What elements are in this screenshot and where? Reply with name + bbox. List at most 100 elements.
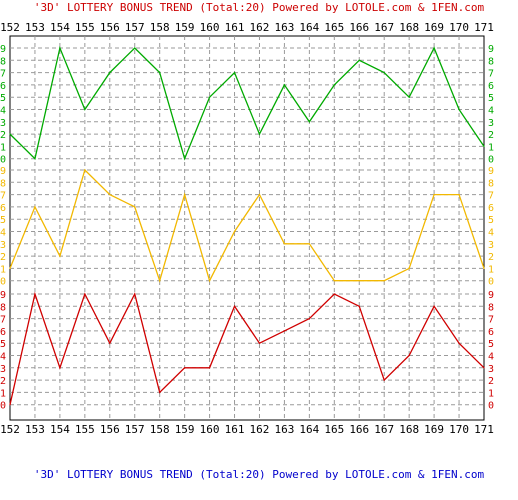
x-tick-label-bottom: 161 <box>225 423 245 436</box>
data-point-green <box>283 84 286 86</box>
data-point-red <box>308 318 310 320</box>
data-point-green <box>483 145 485 147</box>
data-point-green <box>109 72 111 74</box>
x-tick-label-bottom: 170 <box>449 423 469 436</box>
y-tick-label-left: 3 <box>0 364 6 375</box>
y-tick-label-right: 9 <box>488 166 494 177</box>
y-tick-label-right: 3 <box>488 118 494 129</box>
y-tick-label-left: 8 <box>0 302 6 313</box>
data-point-orange <box>59 255 61 257</box>
plot-frame <box>9 35 485 421</box>
y-tick-label-left: 5 <box>0 339 6 350</box>
x-tick-label-top: 166 <box>349 21 369 34</box>
y-tick-label-right: 4 <box>488 228 494 239</box>
y-tick-label-left: 1 <box>0 388 6 399</box>
y-tick-label-left: 6 <box>0 327 6 338</box>
x-tick-label-top: 162 <box>250 21 270 34</box>
y-tick-label-left: 0 <box>0 277 6 288</box>
x-tick-label-bottom: 169 <box>424 423 444 436</box>
y-tick-label-left: 7 <box>0 69 6 80</box>
data-point-green <box>408 96 410 98</box>
y-tick-label-left: 9 <box>0 44 6 55</box>
y-tick-label-right: 0 <box>488 155 494 166</box>
x-tick-label-top: 155 <box>75 21 95 34</box>
y-tick-label-left: 4 <box>0 228 6 239</box>
y-tick-label-right: 1 <box>488 264 494 275</box>
x-tick-label-bottom: 153 <box>25 423 45 436</box>
data-point-red <box>433 305 435 307</box>
y-tick-label-right: 3 <box>488 364 494 375</box>
data-point-orange <box>159 280 161 282</box>
y-tick-label-left: 0 <box>0 401 6 412</box>
y-tick-label-left: 1 <box>0 142 6 153</box>
data-point-orange <box>233 230 236 233</box>
data-point-orange <box>358 280 360 282</box>
y-tick-label-right: 6 <box>488 203 494 214</box>
y-tick-label-left: 6 <box>0 203 6 214</box>
data-point-orange <box>84 169 86 171</box>
x-tick-label-top: 158 <box>150 21 170 34</box>
data-point-red <box>184 367 186 369</box>
data-point-green <box>358 59 360 61</box>
data-point-orange <box>258 194 261 196</box>
data-point-red <box>84 293 86 295</box>
y-tick-label-right: 9 <box>488 44 494 55</box>
x-tick-label-bottom: 154 <box>50 423 70 436</box>
data-point-red <box>483 367 485 369</box>
y-tick-label-left: 0 <box>0 155 6 166</box>
y-tick-label-right: 9 <box>488 290 494 301</box>
y-tick-label-left: 3 <box>0 240 6 251</box>
chart-grid <box>9 35 485 421</box>
x-tick-label-bottom: 165 <box>324 423 344 436</box>
x-tick-label-top: 171 <box>474 21 494 34</box>
data-point-orange <box>283 243 286 245</box>
data-point-red <box>233 305 236 307</box>
y-tick-label-right: 4 <box>488 106 494 117</box>
data-point-orange <box>109 194 111 196</box>
data-point-red <box>208 367 211 369</box>
data-point-orange <box>383 280 385 282</box>
data-point-orange <box>333 280 335 282</box>
x-tick-label-top: 156 <box>100 21 120 34</box>
x-tick-label-top: 168 <box>399 21 419 34</box>
y-tick-label-left: 2 <box>0 376 6 387</box>
series-line-green <box>9 45 485 161</box>
chart-title-bottom: '3D' LOTTERY BONUS TREND (Total:20) Powe… <box>34 468 485 481</box>
y-tick-label-right: 4 <box>488 352 494 363</box>
x-tick-label-top: 167 <box>374 21 394 34</box>
x-tick-label-bottom: 152 <box>0 423 20 436</box>
chart-title-top: '3D' LOTTERY BONUS TREND (Total:20) Powe… <box>34 1 485 14</box>
data-point-green <box>458 108 460 111</box>
data-point-orange <box>184 194 186 196</box>
series-line-red <box>9 291 485 405</box>
y-tick-label-right: 6 <box>488 81 494 92</box>
y-tick-label-right: 7 <box>488 191 494 202</box>
x-tick-label-top: 161 <box>225 21 245 34</box>
data-point-red <box>9 404 11 406</box>
x-tick-label-top: 157 <box>125 21 145 34</box>
data-point-orange <box>308 243 310 245</box>
x-tick-label-bottom: 162 <box>250 423 270 436</box>
y-tick-label-right: 2 <box>488 130 494 141</box>
x-tick-label-bottom: 166 <box>349 423 369 436</box>
data-point-orange <box>458 194 460 196</box>
y-tick-label-right: 1 <box>488 388 494 399</box>
data-point-orange <box>483 267 485 269</box>
x-tick-label-bottom: 164 <box>299 423 319 436</box>
x-tick-label-top: 169 <box>424 21 444 34</box>
y-tick-label-right: 0 <box>488 277 494 288</box>
chart-series <box>9 45 485 406</box>
data-point-green <box>159 72 161 74</box>
data-point-green <box>433 47 435 49</box>
data-point-green <box>59 47 61 49</box>
data-point-green <box>84 108 86 111</box>
y-tick-label-right: 2 <box>488 376 494 387</box>
y-tick-label-right: 2 <box>488 252 494 263</box>
x-tick-label-top: 164 <box>299 21 319 34</box>
x-tick-label-top: 160 <box>200 21 220 34</box>
data-point-red <box>408 354 410 357</box>
data-point-green <box>233 72 236 74</box>
data-point-green <box>383 72 385 74</box>
data-point-orange <box>34 206 36 208</box>
